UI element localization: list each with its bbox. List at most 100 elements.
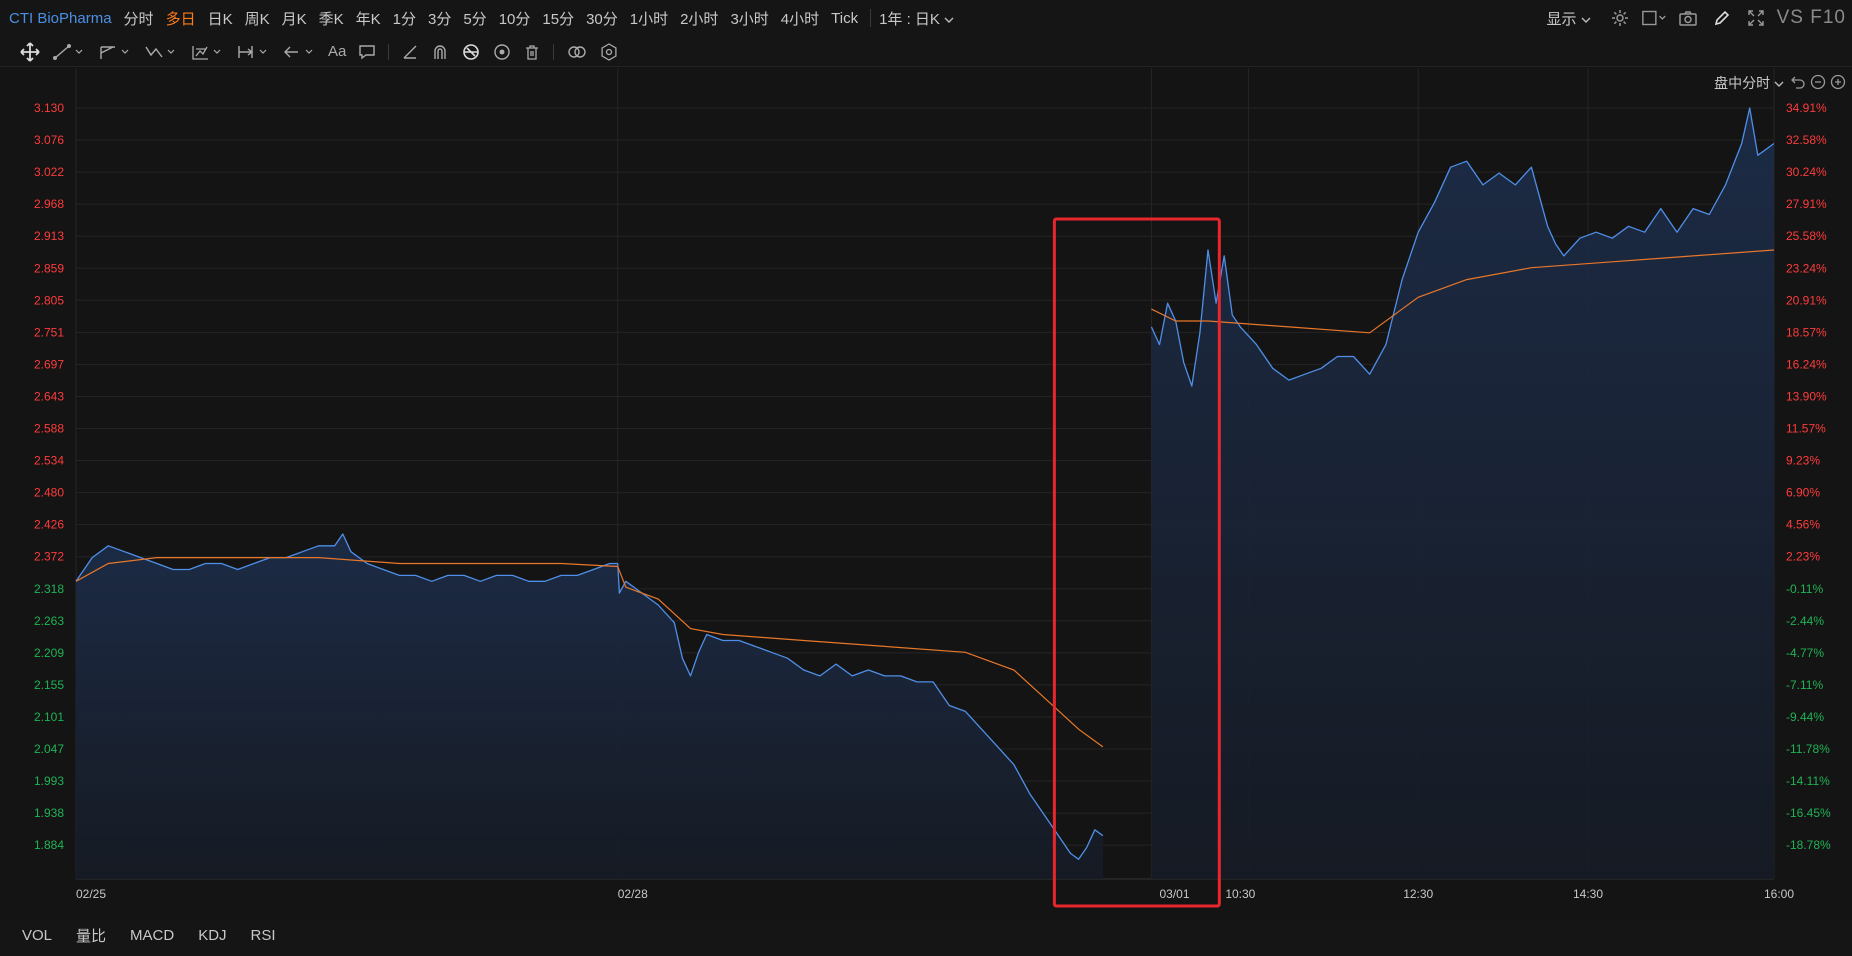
wave-tool-icon[interactable] [144,39,178,65]
y-tick-label-right: -18.78% [1786,838,1831,852]
y-tick-label-right: 18.57% [1786,325,1827,339]
top-bar-right: 显示 VS F10 [1546,0,1852,36]
indicator-tab[interactable]: RSI [250,926,276,944]
y-tick-label-left: 2.751 [34,325,64,339]
magnet-icon[interactable] [431,39,449,65]
pencil-icon[interactable] [1709,5,1735,31]
period-tab[interactable]: 多日 [165,10,196,28]
y-tick-label-right: 32.58% [1786,133,1827,147]
fullscreen-icon[interactable] [1743,5,1769,31]
y-tick-label-left: 2.643 [34,389,64,403]
price-chart[interactable]: 3.130 3.076 3.022 2.968 2.913 2.859 2.805 2.751… [0,68,1852,914]
y-tick-label-right: -9.44% [1786,710,1824,724]
symbol-name[interactable]: CTI BioPharma [9,9,112,27]
period-tab[interactable]: 分时 [123,10,154,28]
divider [388,43,390,60]
period-tab[interactable]: 日K [207,10,233,28]
settings-icon[interactable] [600,39,618,65]
move-icon[interactable] [20,39,40,65]
period-tab[interactable]: Tick [831,9,859,27]
period-tab[interactable]: 30分 [586,10,618,28]
price-area [76,534,1103,879]
y-tick-label-left: 2.101 [34,710,64,724]
period-tab[interactable]: 2小时 [680,10,719,28]
y-tick-label-left: 2.697 [34,357,64,371]
y-tick-label-right: -14.11% [1786,774,1830,788]
indicator-tab[interactable]: MACD [130,926,175,944]
period-tab[interactable]: 周K [244,10,270,28]
x-tick-label: 12:30 [1403,887,1433,901]
y-tick-label-right: -2.44% [1786,614,1824,628]
indicator-tab[interactable]: 量比 [76,927,107,945]
x-tick-label: 10:30 [1225,887,1255,901]
layout-icon[interactable] [1641,5,1667,31]
x-tick-label: 02/28 [618,887,648,901]
x-tick-label: 03/01 [1159,887,1189,901]
y-tick-label-left: 2.263 [34,614,64,628]
price-line[interactable] [1150,107,1775,387]
period-tab[interactable]: 15分 [542,10,575,28]
period-tab[interactable]: 10分 [498,10,531,28]
drawing-toolbar: Aa [0,37,1852,67]
camera-icon[interactable] [1675,5,1701,31]
y-tick-label-right: 2.23% [1786,550,1820,564]
period-tab[interactable]: 3分 [428,10,452,28]
indicator-bar: VOL 量比 MACD KDJ RSI [0,914,1852,956]
ruler-icon[interactable] [401,39,419,65]
period-tab[interactable]: 1分 [392,10,416,28]
y-tick-label-right: 23.24% [1786,261,1827,275]
period-tab[interactable]: 5分 [463,10,487,28]
period-tab[interactable]: 年K [355,10,381,28]
period-tab[interactable]: 月K [281,10,307,28]
trash-icon[interactable] [523,39,541,65]
y-tick-label-left: 3.022 [34,165,64,179]
zoom-out-icon[interactable] [1810,74,1826,90]
divider [870,9,872,27]
y-tick-label-left: 2.209 [34,646,64,660]
lock-icon[interactable] [461,39,481,65]
settings-gear-icon[interactable] [1607,5,1633,31]
arrow-tool-icon[interactable] [282,39,316,65]
price-area [1151,108,1774,879]
period-tab[interactable]: 季K [318,10,344,28]
y-tick-label-right: 6.90% [1786,486,1820,500]
zoom-controls [1790,74,1846,90]
y-tick-label-right: 16.24% [1786,357,1827,371]
period-tab[interactable]: 1小时 [629,10,669,28]
y-tick-label-right: 4.56% [1786,518,1820,532]
fib-tool-icon[interactable] [190,39,224,65]
price-line[interactable] [75,533,1104,860]
period-tab[interactable]: 3小时 [730,10,769,28]
period-select[interactable]: 1年 : 日K [879,8,954,29]
channel-tool-icon[interactable] [98,39,132,65]
y-tick-label-right: -16.45% [1786,806,1831,820]
display-menu[interactable]: 显示 [1546,8,1591,29]
line-tool-icon[interactable] [52,39,86,65]
chart-mode-select[interactable]: 盘中分时 [1714,73,1784,93]
y-tick-label-left: 2.534 [34,454,64,468]
avg-line [75,557,1104,748]
indicator-tab[interactable]: VOL [22,926,53,944]
y-tick-label-left: 2.372 [34,550,64,564]
brand-label: VS F10 [1776,7,1846,28]
period-tabs: 分时 多日 日K 周K 月K 季K 年K 1分 3分 5分 10分 15分 30分 1小时 2小时 3小时 4小… [124,8,871,29]
indicator-tab[interactable]: KDJ [198,926,227,944]
y-tick-label-right: -11.78% [1786,742,1830,756]
text-tool-icon[interactable]: Aa [328,43,347,60]
chevron-down-icon [1581,17,1591,23]
y-tick-label-left: 3.130 [34,101,64,115]
comment-tool-icon[interactable] [358,39,376,65]
price-chart-svg[interactable]: 3.130 3.076 3.022 2.968 2.913 2.859 2.805 2.751… [0,68,1852,914]
y-tick-label-left: 3.076 [34,133,64,147]
visibility-icon[interactable] [493,39,511,65]
measure-tool-icon[interactable] [236,39,270,65]
y-tick-label-right: 13.90% [1786,389,1827,403]
x-tick-label: 14:30 [1573,887,1603,901]
y-tick-label-right: 25.58% [1786,229,1827,243]
period-tab[interactable]: 4小时 [780,10,820,28]
display-menu-label: 显示 [1546,10,1577,28]
zoom-in-icon[interactable] [1830,74,1846,90]
undo-icon[interactable] [1790,74,1806,90]
link-icon[interactable] [566,39,588,65]
chevron-down-icon [944,17,954,23]
